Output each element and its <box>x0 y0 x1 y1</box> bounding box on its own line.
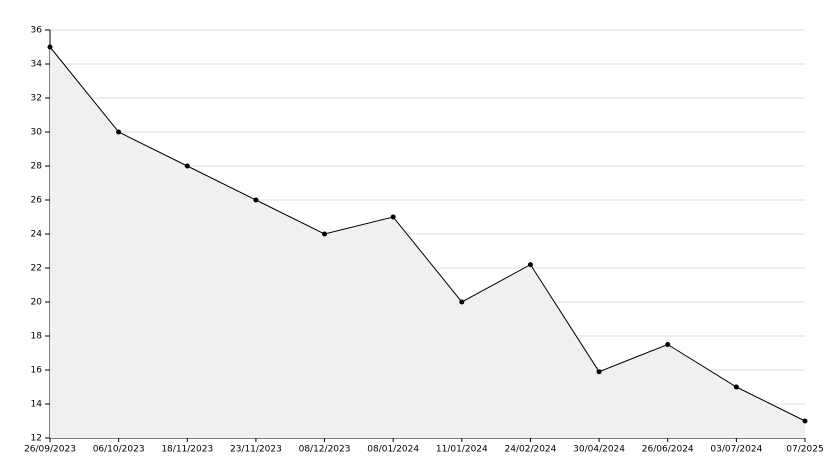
point <box>390 214 396 220</box>
line <box>49 46 806 422</box>
point <box>596 369 602 375</box>
x-tick-label: 08/01/2024 <box>367 445 419 455</box>
point <box>184 163 190 169</box>
x-tick-label: 26/09/2023 <box>24 445 76 455</box>
point <box>253 197 259 203</box>
point <box>733 384 739 390</box>
y-tick-label: 22 <box>31 264 42 274</box>
y-tick-label: 12 <box>31 434 42 444</box>
point <box>527 262 533 268</box>
y-tick-label: 30 <box>31 128 43 138</box>
y-tick-label: 16 <box>31 366 43 376</box>
x-tick-label: 18/11/2023 <box>161 445 213 455</box>
x-tick-label: 08/12/2023 <box>299 445 351 455</box>
x-tick-label: 26/06/2024 <box>642 445 694 455</box>
x-tick-label: 06/10/2023 <box>93 445 145 455</box>
y-tick-label: 18 <box>31 332 43 342</box>
x-tick-label: 30/04/2024 <box>573 445 625 455</box>
area <box>50 47 805 438</box>
y-tick-label: 32 <box>31 94 42 104</box>
y-tick-label: 14 <box>31 400 43 410</box>
y-tick-label: 28 <box>31 162 43 172</box>
point <box>322 231 328 237</box>
point <box>47 44 53 50</box>
x-tick-label: 23/11/2023 <box>230 445 282 455</box>
y-tick-label: 24 <box>31 230 43 240</box>
point <box>665 342 671 347</box>
x-tick-label: 11/01/2024 <box>436 445 488 455</box>
x-tick-label: 24/02/2024 <box>505 445 557 455</box>
y-tick-label: 34 <box>31 60 43 70</box>
x-tick-label: 07/2025 <box>786 445 823 455</box>
point <box>459 299 465 305</box>
y-tick-label: 26 <box>31 196 43 206</box>
point <box>116 129 122 135</box>
y-tick-label: 20 <box>31 298 43 308</box>
x-tick-label: 03/07/2024 <box>710 445 762 455</box>
point <box>802 418 808 424</box>
y-tick-label: 36 <box>31 26 43 36</box>
